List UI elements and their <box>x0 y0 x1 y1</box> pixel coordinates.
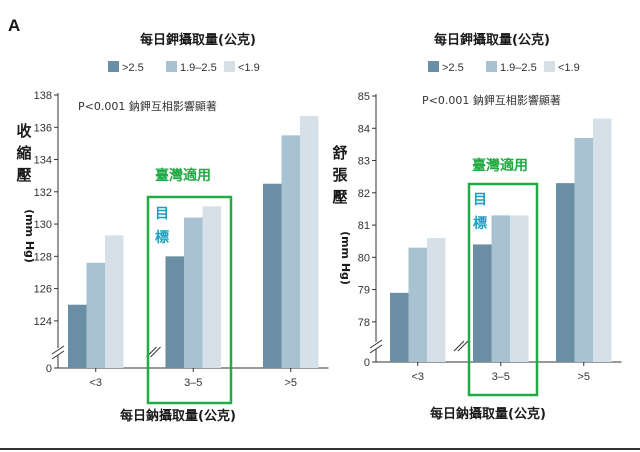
target-label-char: 目 <box>473 192 487 208</box>
bar <box>427 237 446 362</box>
axis-break-mark <box>369 339 383 349</box>
axis-break-mark <box>51 345 65 355</box>
annotation: P<0.001 鈉鉀互相影響顯著 <box>78 99 217 113</box>
y-tick-label: 126 <box>34 284 52 296</box>
axis-break-mark <box>150 346 161 358</box>
axis-break-mark <box>453 340 465 352</box>
axis-break-mark <box>51 350 65 360</box>
y-axis-unit: (mm Hg) <box>339 231 352 285</box>
y-axis-label-char: 縮 <box>16 144 31 162</box>
bar <box>184 217 203 368</box>
bar <box>300 115 319 369</box>
y-tick-label: 132 <box>34 187 52 199</box>
y-tick-label: 78 <box>358 317 370 329</box>
bar <box>68 304 87 368</box>
highlight-box <box>467 182 539 397</box>
legend-label: 1.9–2.5 <box>500 62 537 74</box>
bar <box>408 247 427 362</box>
y-tick-label: 136 <box>34 122 52 134</box>
axis-break-mask <box>369 342 383 349</box>
axis-break-mark <box>457 340 469 352</box>
chart-title: 每日鉀攝取量(公克) <box>140 32 256 48</box>
y-tick-label: 0 <box>364 357 370 369</box>
y-axis-label-char: 壓 <box>332 188 347 206</box>
legend-swatch <box>544 61 555 72</box>
y-tick-label: 83 <box>358 156 370 168</box>
y-tick-label: 124 <box>34 316 52 328</box>
legend-label: 1.9–2.5 <box>180 62 217 74</box>
y-axis-label-char: 收 <box>16 122 31 140</box>
y-axis-unit: (mm Hg) <box>23 209 36 263</box>
bar <box>202 206 221 368</box>
highlight-box <box>146 195 233 405</box>
x-axis-label: 每日鈉攝取量(公克) <box>120 408 236 424</box>
x-axis-label: 每日鈉攝取量(公克) <box>430 406 546 422</box>
bottom-rule <box>0 448 640 450</box>
legend-swatch <box>486 61 497 72</box>
y-tick-label: 79 <box>358 285 370 297</box>
x-tick-label: >5 <box>284 377 297 389</box>
systolic-chart-svg: 每日鉀攝取量(公克) >2.5 1.9–2.5 <1.9 P<0.001 鈉鉀互相影響顯… <box>16 32 329 424</box>
panel-label: A <box>8 16 21 35</box>
axis-break-mark <box>369 344 383 354</box>
highlight-label: 臺灣適用 <box>155 167 211 184</box>
bar <box>263 183 282 368</box>
target-label-char: 目 <box>155 206 169 222</box>
legend-label: >2.5 <box>442 62 464 74</box>
x-tick-label: 3–5 <box>184 377 202 389</box>
bar <box>473 244 492 362</box>
bar <box>165 256 184 368</box>
bar <box>556 183 575 362</box>
legend-swatch <box>108 61 119 72</box>
y-tick-label: 82 <box>358 188 370 200</box>
y-tick-label: 0 <box>46 363 52 375</box>
bar <box>105 235 124 368</box>
legend-label: >2.5 <box>122 62 144 74</box>
bar <box>593 118 612 362</box>
bar <box>390 292 409 362</box>
systolic-chart: 每日鉀攝取量(公克) >2.5 1.9–2.5 <1.9 P<0.001 鈉鉀互相影響顯… <box>16 32 329 424</box>
y-tick-label: 130 <box>34 219 52 231</box>
bar <box>491 215 510 362</box>
bar <box>574 137 593 362</box>
y-axis-label-char: 舒 <box>332 144 347 162</box>
x-tick-label: 3–5 <box>492 371 510 383</box>
y-tick-label: 138 <box>34 90 52 102</box>
bar <box>86 262 105 368</box>
legend-label: <1.9 <box>558 62 580 74</box>
diastolic-chart: 每日鉀攝取量(公克) >2.5 1.9–2.5 <1.9 P<0.001 鈉鉀互相影響顯… <box>320 0 640 452</box>
x-tick-label: >5 <box>577 371 590 383</box>
y-axis-label-char: 張 <box>332 166 348 184</box>
y-tick-label: 81 <box>358 220 370 232</box>
highlight-label: 臺灣適用 <box>472 157 528 174</box>
chart-title: 每日鉀攝取量(公克) <box>434 32 550 48</box>
y-tick-label: 80 <box>358 252 370 264</box>
x-tick-label: <3 <box>411 371 424 383</box>
y-tick-label: 128 <box>34 251 52 263</box>
legend-label: <1.9 <box>238 62 260 74</box>
legend-swatch <box>224 61 235 72</box>
y-tick-label: 85 <box>358 91 370 103</box>
annotation: P<0.001 鈉鉀互相影響顯著 <box>422 93 561 107</box>
y-axis-label-char: 壓 <box>16 166 31 184</box>
legend-swatch <box>166 61 177 72</box>
diastolic-chart-svg: 每日鉀攝取量(公克) >2.5 1.9–2.5 <1.9 P<0.001 鈉鉀互相影響顯… <box>332 32 622 422</box>
axis-break-mask <box>51 348 65 355</box>
y-tick-label: 84 <box>358 123 370 135</box>
y-tick-label: 134 <box>34 155 52 167</box>
target-label-char: 標 <box>155 229 169 246</box>
bar <box>281 135 300 368</box>
bar <box>510 215 529 362</box>
target-label-char: 標 <box>473 215 487 232</box>
x-tick-label: <3 <box>89 377 102 389</box>
legend-swatch <box>428 61 439 72</box>
